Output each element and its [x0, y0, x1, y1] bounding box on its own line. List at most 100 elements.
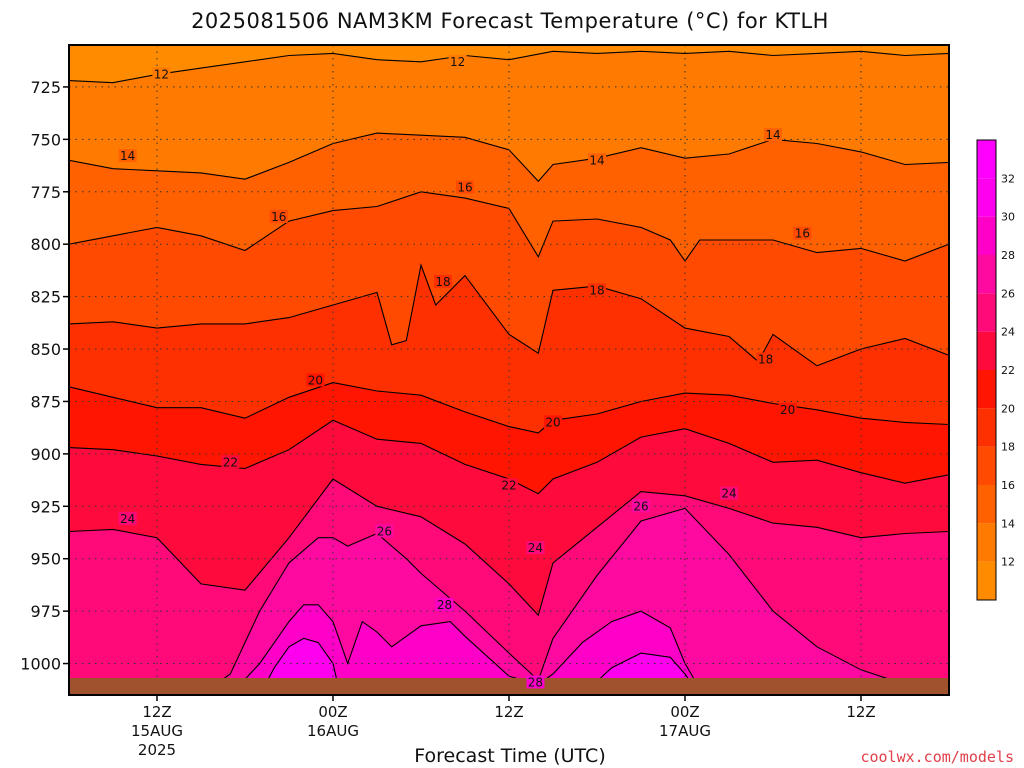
x-tick-date: 17AUG: [659, 722, 711, 740]
y-tick-label: 775: [30, 183, 61, 202]
x-tick-label: 00Z: [318, 703, 347, 721]
contour-28: [229, 604, 715, 695]
temperature-band-28: [230, 604, 715, 695]
y-tick-label: 975: [30, 602, 61, 621]
colorbar-label: 20: [1001, 402, 1015, 415]
contour-label-22: 22: [223, 455, 238, 469]
axes: 725 750 775 800 825 850 875 900 925 950 975 1000 12Z…: [20, 44, 950, 759]
contour-label-28: 28: [437, 598, 452, 612]
x-tick-date: 15AUG: [131, 722, 183, 740]
contour-label-16: 16: [271, 210, 286, 224]
colorbar-segment: [977, 293, 996, 332]
x-tick-label: 12Z: [494, 703, 523, 721]
contour-label-bg: [526, 541, 545, 555]
colorbar-label: 14: [1001, 517, 1015, 530]
contour-label-bg: [375, 524, 394, 538]
credit-text: coolwx.com/models: [860, 748, 1014, 766]
contour-18: [69, 263, 949, 367]
colorbar-segment: [977, 216, 996, 255]
y-tick-label: 950: [30, 550, 61, 569]
contour-label-bg: [778, 402, 797, 416]
colorbar-segment: [977, 140, 996, 179]
y-tick-label: 825: [30, 288, 61, 307]
contour-label-bg: [764, 128, 782, 142]
contour-label-bg: [632, 499, 650, 513]
colorbar-segment: [977, 561, 996, 600]
x-tick-label: 12Z: [142, 703, 171, 721]
colorbar-label: 18: [1001, 441, 1015, 454]
colorbar-segment: [977, 178, 996, 217]
y-tick-label: 875: [30, 392, 61, 411]
colorbar-label: 16: [1001, 479, 1015, 492]
colorbar-segment: [977, 485, 996, 524]
plot-area: 12 12 14 14 14 16 16 16 18 18 18 20 20 20 22 22 24 24 24 26…: [69, 45, 949, 695]
contour-16: [69, 191, 949, 262]
colorbar-label: 28: [1001, 249, 1015, 262]
contour-label-24: 24: [528, 541, 543, 555]
colorbar-label: 24: [1001, 326, 1015, 339]
contour-label-bg: [720, 486, 738, 500]
contour-label-bg: [756, 352, 775, 366]
contour-label-bg: [588, 283, 606, 297]
contour-label-22: 22: [501, 478, 516, 492]
contour-label-bg: [434, 274, 452, 288]
contour-label-26: 26: [377, 524, 392, 538]
colorbar-segment: [977, 370, 996, 409]
contour-label-bg: [118, 149, 137, 163]
contour-label-14: 14: [765, 128, 780, 142]
contour-label-28: 28: [528, 675, 543, 689]
y-tick-label: 800: [30, 235, 61, 254]
chart-title: 2025081506 NAM3KM Forecast Temperature (…: [191, 9, 829, 33]
contour-label-bg: [306, 373, 325, 387]
x-axis-title: Forecast Time (UTC): [414, 745, 605, 767]
y-tick-label: 1000: [20, 655, 61, 674]
contour-label-bg: [500, 478, 518, 492]
y-tick-label: 900: [30, 445, 61, 464]
y-tick-label: 750: [30, 130, 61, 149]
y-tick-label: 725: [30, 78, 61, 97]
contour-label-20: 20: [308, 373, 323, 387]
colorbar-label: 22: [1001, 364, 1015, 377]
contour-label-bg: [544, 415, 562, 429]
colorbar-segment: [977, 255, 996, 294]
contour-26: [69, 507, 949, 695]
x-tick-label: 12Z: [846, 703, 875, 721]
colorbar-label: 30: [1001, 211, 1015, 224]
colorbar-segment: [977, 523, 996, 562]
contour-12: [69, 50, 949, 84]
contour-label-20: 20: [545, 415, 560, 429]
contour-14: [69, 132, 949, 183]
contour-label-18: 18: [589, 283, 604, 297]
contour-30: [581, 652, 701, 695]
colorbar-segment: [977, 446, 996, 485]
colorbar-segment: [977, 408, 996, 447]
colorbar-label: 26: [1001, 287, 1015, 300]
contour-label-24: 24: [120, 512, 135, 526]
temperature-field: 12 12 14 14 14 16 16 16 18 18 18 20 20 20 22 22 24 24 24 26…: [69, 45, 949, 695]
x-tick-year: 2025: [138, 741, 176, 759]
colorbar-label: 12: [1001, 556, 1015, 569]
colorbar-frame: [976, 139, 997, 601]
contour-label-bg: [448, 54, 467, 68]
contour-label-bg: [118, 511, 137, 525]
x-tick-date: 16AUG: [307, 722, 359, 740]
contour-label-bg: [221, 455, 240, 469]
contour-label-16: 16: [457, 181, 472, 195]
y-tick-label: 925: [30, 497, 61, 516]
contour-label-bg: [269, 209, 288, 223]
contour-label-18: 18: [758, 353, 773, 367]
contour-label-12: 12: [450, 55, 465, 69]
contour-label-20: 20: [780, 403, 795, 417]
contour-label-12: 12: [154, 67, 169, 81]
contour-label-14: 14: [120, 149, 135, 163]
contour-label-26: 26: [633, 499, 648, 513]
contour-24: [69, 478, 949, 617]
contour-label-16: 16: [795, 227, 810, 241]
surface-ground: [69, 678, 949, 695]
contour-label-14: 14: [589, 153, 604, 167]
contour-label-bg: [435, 597, 454, 611]
contour-label-24: 24: [721, 487, 736, 501]
contour-label-bg: [152, 67, 171, 81]
colorbar-segment: [977, 331, 996, 370]
y-tick-label: 850: [30, 340, 61, 359]
